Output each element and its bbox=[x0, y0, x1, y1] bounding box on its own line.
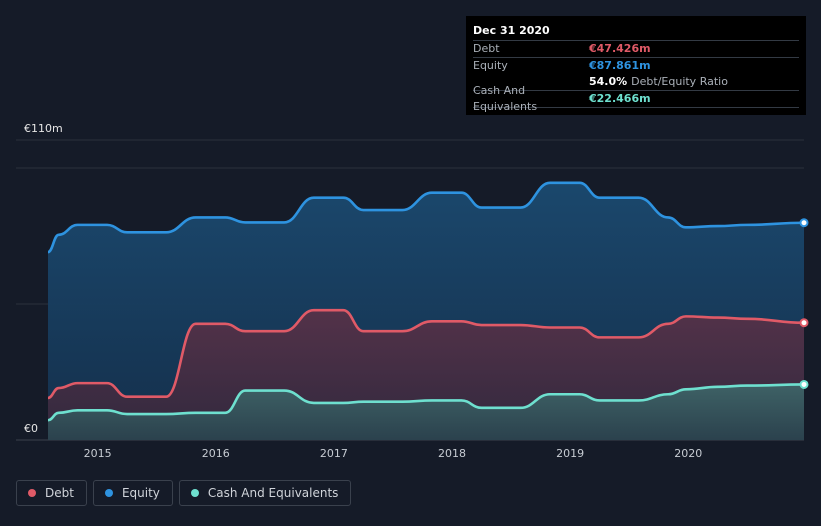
x-tick-label: 2020 bbox=[674, 447, 702, 460]
cash-end-point bbox=[799, 379, 809, 389]
tooltip-debt-label: Debt bbox=[473, 42, 500, 55]
x-tick-label: 2018 bbox=[438, 447, 466, 460]
legend-label-cash: Cash And Equivalents bbox=[207, 486, 339, 500]
debt-dot-icon bbox=[28, 489, 36, 497]
tooltip-ratio-label: Debt/Equity Ratio bbox=[631, 75, 728, 88]
tooltip-equity-row: Equity €87.861m bbox=[473, 57, 799, 74]
equity-line bbox=[47, 181, 805, 254]
tooltip-date: Dec 31 2020 bbox=[473, 24, 550, 37]
tooltip-cash-value: €22.466m bbox=[589, 92, 651, 105]
tooltip-cash-row: Cash And Equivalents €22.466m bbox=[473, 84, 799, 113]
tooltip-debt-row: Debt €47.426m bbox=[473, 40, 799, 57]
legend-item-debt[interactable]: Debt bbox=[16, 480, 87, 506]
legend-label-debt: Debt bbox=[45, 486, 74, 500]
legend-label-equity: Equity bbox=[121, 486, 160, 500]
equity-dot-icon bbox=[104, 489, 113, 497]
x-tick-label: 2016 bbox=[202, 447, 230, 460]
equity-end-point bbox=[799, 218, 809, 228]
line-layer bbox=[47, 181, 809, 422]
debt-end-point bbox=[799, 318, 809, 328]
tooltip-panel: Dec 31 2020 Debt €47.426m Equity €87.861… bbox=[466, 16, 806, 115]
tooltip-ratio-value: 54.0% bbox=[589, 75, 628, 88]
debt-line bbox=[47, 308, 805, 400]
tooltip-equity-label: Equity bbox=[473, 59, 508, 72]
cash-line bbox=[47, 383, 805, 422]
legend-item-equity[interactable]: Equity bbox=[92, 480, 173, 506]
tooltip-ratio-row: 54.0% Debt/Equity Ratio bbox=[473, 74, 799, 90]
area-layer bbox=[48, 182, 804, 440]
tooltip-cash-label: Cash And Equivalents bbox=[473, 84, 538, 113]
x-tick-label: 2017 bbox=[320, 447, 348, 460]
axis-labels: €110m €0 2015 2016 2017 2018 2019 2020 bbox=[24, 122, 702, 460]
x-tick-label: 2019 bbox=[556, 447, 584, 460]
legend: Debt Equity Cash And Equivalents bbox=[16, 480, 352, 506]
chart-canvas: €110m €0 2015 2016 2017 2018 2019 2020 bbox=[16, 122, 809, 460]
tooltip-equity-value: €87.861m bbox=[589, 59, 651, 72]
cash-dot-icon bbox=[190, 489, 199, 497]
y-tick-label: €0 bbox=[24, 422, 38, 435]
y-tick-label: €110m bbox=[24, 122, 63, 135]
tooltip-debt-value: €47.426m bbox=[589, 42, 651, 55]
x-tick-label: 2015 bbox=[84, 447, 112, 460]
legend-item-cash[interactable]: Cash And Equivalents bbox=[178, 480, 352, 506]
